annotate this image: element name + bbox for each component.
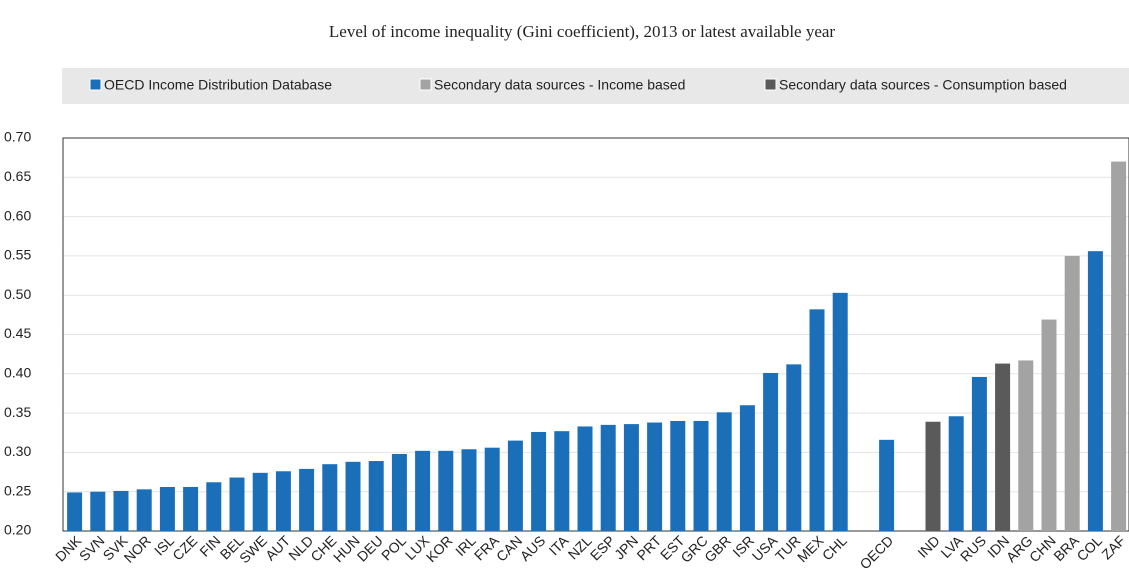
bar [345,461,361,531]
legend-background [62,68,1129,104]
bar [1087,251,1103,531]
bar [507,440,523,531]
x-tick-label: KOR [423,532,456,565]
bar [832,292,848,531]
bar [763,373,779,531]
bar [623,424,639,531]
bar [670,420,686,531]
legend-swatch [764,78,777,91]
bar [531,431,547,531]
bar [368,461,384,531]
y-tick-label: 0.55 [4,247,31,263]
bar [1018,360,1034,531]
bar [461,449,477,531]
y-tick-label: 0.65 [4,168,31,184]
bar [739,405,755,531]
bar [299,468,315,531]
bar [229,477,245,531]
bar [67,492,83,531]
bar [136,489,152,531]
bar [693,420,709,531]
bar [995,363,1011,531]
bar [438,450,454,531]
bar [1064,255,1080,531]
legend-swatch [419,78,432,91]
y-tick-label: 0.30 [4,443,31,459]
bar [275,471,291,531]
bar [113,490,129,531]
plot: DNKSVNSVKNORISLCZEFINBELSWEAUTNLDCHEHUND… [52,137,1129,572]
legend-swatch [89,78,102,91]
plot-frame [62,137,1129,532]
bar [716,412,732,531]
x-tick-label: NOR [121,532,154,565]
bar [252,472,268,531]
bar [647,422,663,531]
x-tick-label: IND [914,532,942,560]
y-tick-label: 0.45 [4,325,31,341]
y-tick-label: 0.70 [4,129,31,145]
bar [415,450,431,531]
y-tick-label: 0.25 [4,482,31,498]
legend-label: Secondary data sources - Income based [434,77,685,93]
bar [600,424,616,531]
x-tick-label: FIN [196,532,223,559]
x-tick-label: OECD [856,532,896,572]
chart-title: Level of income inequality (Gini coeffic… [329,22,836,41]
y-tick-label: 0.35 [4,404,31,420]
bar [879,439,895,531]
x-tick-label: AUS [517,532,549,564]
legend-label: Secondary data sources - Consumption bas… [779,77,1067,93]
bar [925,421,941,531]
y-tick-label: 0.50 [4,286,31,302]
bar [577,426,593,531]
bar [1041,319,1057,531]
bar [1111,161,1127,531]
bar [206,482,222,531]
y-tick-label: 0.40 [4,365,31,381]
bar [484,447,500,531]
bar [786,364,802,531]
bar [948,416,964,531]
x-tick-label: ZAF [1098,532,1128,562]
bar [391,453,407,531]
bar [554,431,570,531]
bar [159,486,175,531]
bar [971,376,987,531]
legend-label: OECD Income Distribution Database [104,77,332,93]
y-tick-label: 0.20 [4,522,31,538]
bar [183,486,199,531]
bar [322,464,338,531]
bar [90,491,106,531]
y-tick-label: 0.60 [4,207,31,223]
x-tick-label: CHL [819,532,850,563]
bar [809,309,825,531]
